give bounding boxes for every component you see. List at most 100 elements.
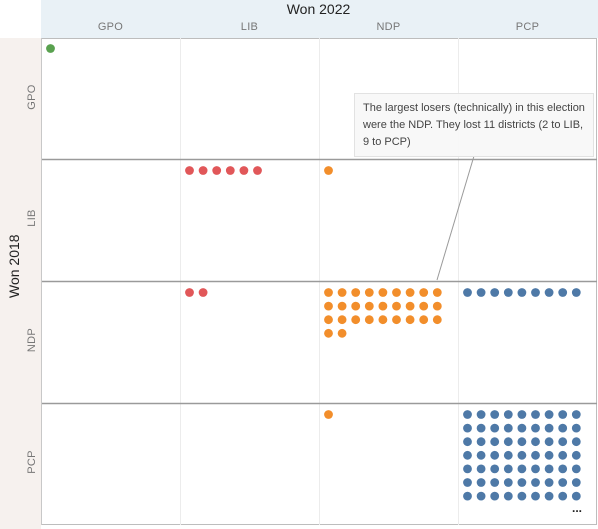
dot-ndp-to-ndp (419, 288, 429, 297)
dot-ndp-to-pcp (544, 288, 554, 297)
column-label-gpo: GPO (97, 21, 124, 33)
dot-pcp-to-pcp (571, 410, 581, 419)
annotation-callout: The largest losers (technically) in this… (354, 93, 594, 157)
dot-pcp-to-pcp (490, 464, 500, 474)
dot-ndp-to-ndp (392, 315, 401, 325)
dot-ndp-to-ndp (432, 301, 442, 311)
dot-ndp-to-ndp (364, 301, 374, 311)
dot-ndp-to-ndp (432, 288, 442, 297)
dot-ndp-to-pcp (463, 288, 472, 297)
dot-ndp-to-ndp (405, 301, 415, 311)
dot-ndp-to-ndp (337, 315, 347, 325)
dot-pcp-to-pcp (476, 423, 486, 433)
column-header-band (41, 0, 598, 38)
column-label-lib: LIB (240, 21, 259, 33)
overflow-marker: ... (572, 501, 583, 515)
dot-pcp-to-pcp (544, 450, 554, 460)
dot-lib-to-lib (239, 166, 249, 175)
dot-pcp-to-pcp (490, 437, 500, 447)
dot-ndp-to-lib (198, 288, 208, 297)
dot-pcp-to-pcp (531, 423, 540, 433)
dot-pcp-to-pcp (476, 478, 486, 487)
dot-pcp-to-pcp (558, 464, 568, 474)
dot-ndp-to-pcp (476, 288, 486, 297)
dot-pcp-to-pcp (544, 410, 554, 419)
dot-lib-to-ndp (324, 166, 333, 175)
dot-pcp-to-pcp (490, 423, 500, 433)
dot-lib-to-lib (212, 166, 222, 175)
dot-pcp-to-pcp (463, 423, 472, 433)
dot-pcp-to-pcp (544, 423, 554, 433)
dot-pcp-to-pcp (490, 491, 500, 501)
dot-pcp-to-pcp (463, 464, 472, 474)
dot-pcp-to-pcp (463, 491, 472, 501)
dot-pcp-to-pcp (531, 437, 540, 447)
dot-lib-to-lib (253, 166, 262, 175)
dot-pcp-to-pcp (544, 464, 554, 474)
dot-ndp-to-ndp (405, 315, 415, 325)
dot-pcp-to-pcp (463, 450, 472, 460)
dot-lib-to-lib (198, 166, 208, 175)
dot-pcp-to-pcp (503, 410, 513, 419)
dot-ndp-to-ndp (337, 288, 347, 297)
dot-ndp-to-pcp (571, 288, 581, 297)
dot-ndp-to-ndp (378, 315, 388, 325)
dot-ndp-to-ndp (419, 315, 429, 325)
dot-ndp-to-ndp (351, 288, 361, 297)
column-label-pcp: PCP (515, 21, 540, 33)
dot-pcp-to-pcp (558, 450, 568, 460)
dot-pcp-to-pcp (463, 410, 472, 419)
dot-pcp-to-pcp (571, 491, 581, 501)
dot-pcp-to-pcp (517, 491, 527, 501)
dot-ndp-to-ndp (392, 288, 401, 297)
dot-pcp-to-pcp (476, 437, 486, 447)
dot-pcp-to-pcp (544, 478, 554, 487)
dot-pcp-to-pcp (503, 491, 513, 501)
dot-pcp-to-pcp (503, 423, 513, 433)
dot-pcp-to-pcp (463, 437, 472, 447)
dot-ndp-to-pcp (558, 288, 568, 297)
dot-pcp-to-pcp (503, 464, 513, 474)
row-header-band (0, 38, 41, 529)
dot-ndp-to-ndp (337, 328, 347, 338)
dot-ndp-to-ndp (405, 288, 415, 297)
dot-pcp-to-pcp (517, 464, 527, 474)
column-axis-title: Won 2022 (286, 1, 351, 17)
dot-pcp-to-pcp (531, 450, 540, 460)
dot-ndp-to-pcp (517, 288, 527, 297)
dot-ndp-to-ndp (392, 301, 401, 311)
dot-ndp-to-lib (185, 288, 194, 297)
dot-pcp-to-pcp (503, 450, 513, 460)
dot-pcp-to-pcp (517, 437, 527, 447)
dot-pcp-to-pcp (558, 478, 568, 487)
dot-ndp-to-ndp (337, 301, 347, 311)
dot-pcp-to-pcp (476, 464, 486, 474)
dot-gpo-to-gpo (46, 44, 55, 53)
dot-pcp-to-pcp (558, 491, 568, 501)
dot-pcp-to-pcp (476, 450, 486, 460)
dot-pcp-to-pcp (571, 423, 581, 433)
dot-pcp-to-pcp (503, 437, 513, 447)
dot-ndp-to-ndp (419, 301, 429, 311)
dot-pcp-to-pcp (558, 437, 568, 447)
dot-ndp-to-ndp (324, 301, 333, 311)
dot-pcp-to-pcp (571, 437, 581, 447)
dot-pcp-to-pcp (490, 410, 500, 419)
dot-ndp-to-pcp (490, 288, 500, 297)
dot-pcp-to-pcp (490, 450, 500, 460)
dot-ndp-to-ndp (364, 315, 374, 325)
dot-lib-to-lib (185, 166, 194, 175)
dot-ndp-to-ndp (324, 328, 333, 338)
column-label-ndp: NDP (376, 21, 401, 33)
dot-pcp-to-pcp (531, 491, 540, 501)
dot-pcp-to-pcp (503, 478, 513, 487)
dot-ndp-to-ndp (378, 288, 388, 297)
dot-pcp-to-pcp (544, 437, 554, 447)
dot-pcp-to-pcp (531, 464, 540, 474)
dot-pcp-to-pcp (558, 423, 568, 433)
dot-ndp-to-pcp (531, 288, 540, 297)
dot-pcp-to-pcp (490, 478, 500, 487)
dot-ndp-to-ndp (364, 288, 374, 297)
dot-pcp-to-pcp (531, 410, 540, 419)
